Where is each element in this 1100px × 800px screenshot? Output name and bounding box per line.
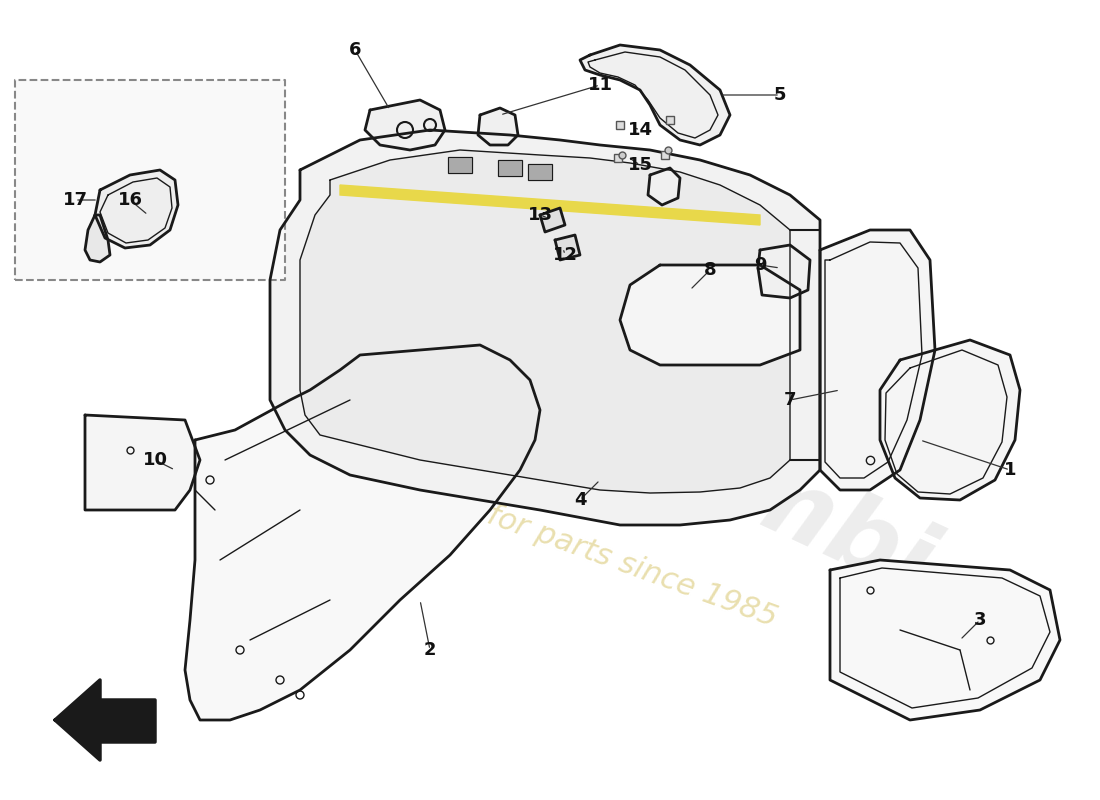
Polygon shape bbox=[340, 185, 760, 225]
Text: 12: 12 bbox=[552, 246, 578, 264]
Polygon shape bbox=[820, 230, 935, 490]
Polygon shape bbox=[85, 215, 110, 262]
Polygon shape bbox=[648, 168, 680, 205]
Bar bbox=[528, 164, 552, 180]
Polygon shape bbox=[580, 45, 730, 145]
Text: 16: 16 bbox=[118, 191, 143, 209]
Bar bbox=[15, 80, 285, 280]
Polygon shape bbox=[270, 130, 820, 525]
Text: 9: 9 bbox=[754, 256, 767, 274]
Text: 11: 11 bbox=[587, 76, 613, 94]
Polygon shape bbox=[540, 208, 565, 232]
Text: 1: 1 bbox=[1003, 461, 1016, 479]
Bar bbox=[498, 160, 522, 176]
Bar bbox=[448, 157, 472, 173]
Polygon shape bbox=[300, 150, 790, 493]
Polygon shape bbox=[85, 415, 200, 510]
Polygon shape bbox=[478, 108, 518, 145]
Text: 2: 2 bbox=[424, 641, 437, 659]
Polygon shape bbox=[556, 235, 580, 260]
Text: 17: 17 bbox=[63, 191, 88, 209]
Text: 7: 7 bbox=[783, 391, 796, 409]
Text: euroricambi: euroricambi bbox=[293, 243, 947, 617]
Bar bbox=[528, 164, 552, 180]
Polygon shape bbox=[55, 680, 155, 760]
Text: 10: 10 bbox=[143, 451, 167, 469]
Text: 15: 15 bbox=[627, 156, 652, 174]
Polygon shape bbox=[758, 245, 810, 298]
Text: 14: 14 bbox=[627, 121, 652, 139]
Polygon shape bbox=[620, 265, 800, 365]
Text: a passion for parts since 1985: a passion for parts since 1985 bbox=[339, 447, 782, 633]
Text: 6: 6 bbox=[349, 41, 361, 59]
Text: 13: 13 bbox=[528, 206, 552, 224]
Polygon shape bbox=[185, 345, 540, 720]
Text: 5: 5 bbox=[773, 86, 786, 104]
Polygon shape bbox=[95, 170, 178, 248]
Text: 8: 8 bbox=[704, 261, 716, 279]
Polygon shape bbox=[880, 340, 1020, 500]
Text: 3: 3 bbox=[974, 611, 987, 629]
Bar bbox=[498, 160, 522, 176]
Polygon shape bbox=[830, 560, 1060, 720]
Text: 4: 4 bbox=[574, 491, 586, 509]
Polygon shape bbox=[365, 100, 446, 150]
Bar bbox=[448, 157, 472, 173]
